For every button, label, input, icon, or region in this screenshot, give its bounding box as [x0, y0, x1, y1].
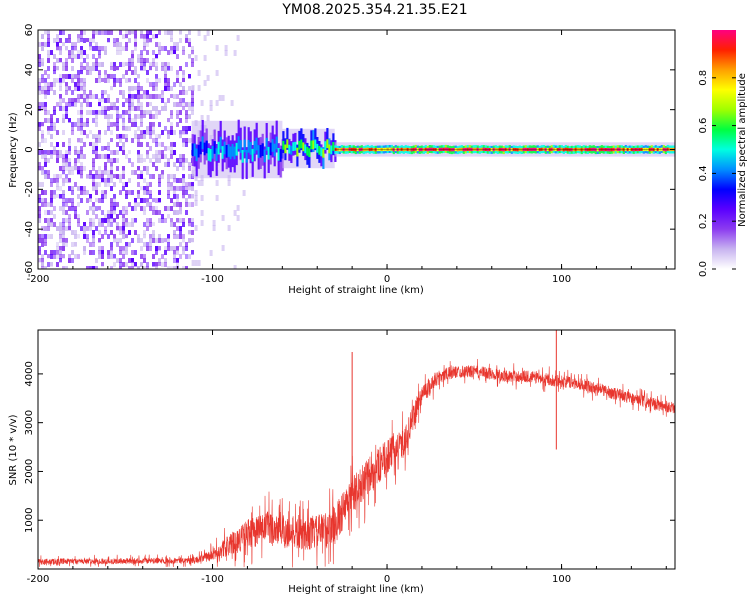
snr-xtick-label: 100 [552, 574, 571, 585]
snr-xtick-label: 0 [384, 574, 390, 585]
heatmap-region-1 [191, 119, 284, 180]
spectrogram-ytick-label: -40 [24, 221, 35, 237]
heatmap-region-0 [38, 30, 246, 269]
snr-panel: -200 -100 0 100 1000 2000 3000 4000 Height of s… [8, 329, 676, 595]
spectrogram-xtick-label: 100 [552, 274, 571, 285]
spectrogram-ytick-label: 0 [24, 146, 35, 152]
heatmap-region-2 [282, 127, 337, 169]
spectrogram-ylabel: Frequency (Hz) [8, 112, 19, 188]
snr-xlabel: Height of straight line (km) [288, 584, 424, 595]
colorbar-label: Normalized spectral amplitude [737, 73, 748, 227]
colorbar-tick-label: 0.4 [698, 165, 709, 181]
chart-title: YM08.2025.354.21.35.E21 [282, 2, 468, 18]
spectrogram-xtick-label: 0 [384, 274, 390, 285]
colorbar: 0.0 0.2 0.4 0.6 0.8 Normalized spectral ampl… [698, 30, 748, 277]
snr-ytick-label: 1000 [24, 507, 35, 532]
colorbar-tick-label: 0.0 [698, 261, 709, 277]
spectrogram-ytick-label: 20 [24, 103, 35, 116]
spectrogram-ytick-label: -60 [24, 261, 35, 277]
colorbar-tick-label: 0.6 [698, 118, 709, 134]
spectrogram-xtick-label: -200 [27, 274, 50, 285]
spectrogram-xlabel: Height of straight line (km) [288, 285, 424, 296]
spectrogram-xtick-label: -100 [201, 274, 224, 285]
snr-series-line [38, 358, 675, 568]
spectrogram-ytick-label: 60 [24, 24, 35, 37]
snr-ylabel: SNR (10 * v/v) [8, 414, 19, 485]
snr-frame [37, 329, 676, 570]
snr-xtick-label: -200 [27, 574, 50, 585]
colorbar-gradient [712, 30, 736, 269]
snr-xtick-label: -100 [201, 574, 224, 585]
spectrogram-ytick-label: -20 [24, 181, 35, 197]
snr-ytick-label: 2000 [24, 459, 35, 484]
colorbar-tick-label: 0.8 [698, 70, 709, 86]
colorbar-tick-label: 0.2 [698, 213, 709, 229]
snr-ytick-label: 4000 [24, 361, 35, 386]
spectrogram-ytick-label: 40 [24, 63, 35, 76]
snr-ytick-label: 3000 [24, 410, 35, 435]
